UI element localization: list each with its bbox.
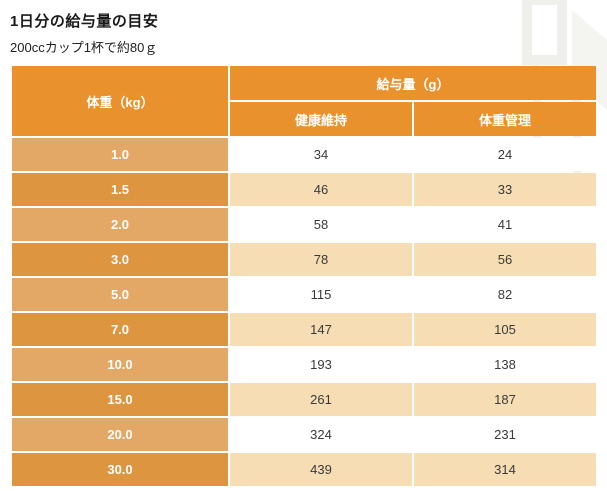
weight-cell: 10.0: [12, 348, 228, 381]
manage-cell: 33: [414, 173, 597, 206]
maintain-cell: 78: [230, 243, 412, 276]
weight-cell: 1.0: [12, 138, 228, 171]
table-row: 1.5 46 33: [12, 173, 597, 206]
table-row: 10.0 193 138: [12, 348, 597, 381]
table-row: 2.0 58 41: [12, 208, 597, 241]
weight-cell: 3.0: [12, 243, 228, 276]
table-row: 1.0 34 24: [12, 138, 597, 171]
manage-cell: 187: [414, 383, 597, 416]
manage-cell: 82: [414, 278, 597, 311]
maintain-cell: 58: [230, 208, 412, 241]
manage-cell: 56: [414, 243, 597, 276]
table-row: 30.0 439 314: [12, 453, 597, 486]
table-header-row-1: 体重（kg） 給与量（g）: [12, 66, 597, 136]
manage-column-header: 体重管理: [414, 102, 597, 136]
manage-cell: 105: [414, 313, 597, 346]
maintain-cell: 193: [230, 348, 412, 381]
maintain-cell: 147: [230, 313, 412, 346]
weight-cell: 30.0: [12, 453, 228, 486]
weight-column-header: 体重（kg）: [12, 66, 228, 136]
weight-cell: 5.0: [12, 278, 228, 311]
page-subtitle: 200ccカップ1杯で約80ｇ: [10, 40, 158, 55]
table-row: 5.0 115 82: [12, 278, 597, 311]
page-title: 1日分の給与量の目安: [10, 13, 159, 30]
table-row: 15.0 261 187: [12, 383, 597, 416]
table-row: 20.0 324 231: [12, 418, 597, 451]
maintain-cell: 46: [230, 173, 412, 206]
manage-cell: 314: [414, 453, 597, 486]
feeding-amount-table: 体重（kg） 給与量（g） 健康維持 体重管理 1.0 34 24 1.5 46…: [10, 64, 598, 488]
weight-cell: 7.0: [12, 313, 228, 346]
maintain-cell: 115: [230, 278, 412, 311]
maintain-column-header: 健康維持: [230, 102, 412, 136]
table-row: 3.0 78 56: [12, 243, 597, 276]
weight-cell: 1.5: [12, 173, 228, 206]
maintain-cell: 261: [230, 383, 412, 416]
manage-cell: 41: [414, 208, 597, 241]
weight-cell: 2.0: [12, 208, 228, 241]
manage-cell: 231: [414, 418, 597, 451]
maintain-cell: 324: [230, 418, 412, 451]
manage-cell: 138: [414, 348, 597, 381]
maintain-cell: 34: [230, 138, 412, 171]
manage-cell: 24: [414, 138, 597, 171]
weight-cell: 15.0: [12, 383, 228, 416]
weight-cell: 20.0: [12, 418, 228, 451]
amount-column-header: 給与量（g）: [230, 66, 597, 100]
maintain-cell: 439: [230, 453, 412, 486]
table-row: 7.0 147 105: [12, 313, 597, 346]
